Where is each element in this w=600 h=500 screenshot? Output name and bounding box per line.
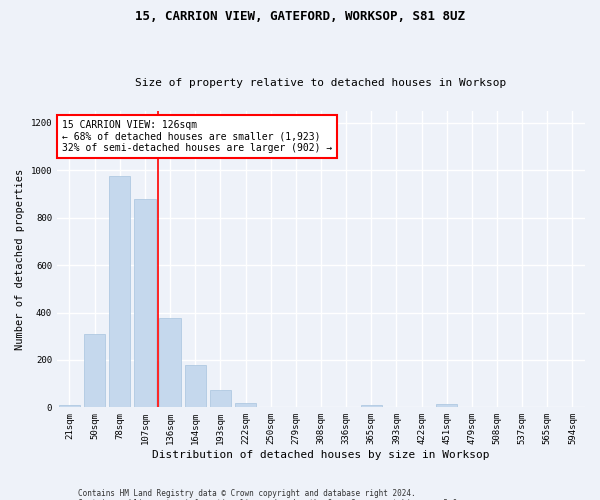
Bar	[235, 403, 256, 407]
Y-axis label: Number of detached properties: Number of detached properties	[15, 168, 25, 350]
Bar	[134, 198, 155, 408]
Bar	[84, 334, 106, 407]
Text: Contains HM Land Registry data © Crown copyright and database right 2024.: Contains HM Land Registry data © Crown c…	[78, 488, 416, 498]
Bar	[109, 176, 130, 408]
Text: 15, CARRION VIEW, GATEFORD, WORKSOP, S81 8UZ: 15, CARRION VIEW, GATEFORD, WORKSOP, S81…	[135, 10, 465, 23]
X-axis label: Distribution of detached houses by size in Worksop: Distribution of detached houses by size …	[152, 450, 490, 460]
Bar	[436, 404, 457, 407]
Bar	[185, 365, 206, 408]
Bar	[209, 390, 231, 407]
Bar	[59, 405, 80, 407]
Title: Size of property relative to detached houses in Worksop: Size of property relative to detached ho…	[136, 78, 506, 88]
Bar	[160, 318, 181, 408]
Bar	[361, 405, 382, 407]
Text: Contains public sector information licensed under the Open Government Licence v3: Contains public sector information licen…	[78, 498, 462, 500]
Text: 15 CARRION VIEW: 126sqm
← 68% of detached houses are smaller (1,923)
32% of semi: 15 CARRION VIEW: 126sqm ← 68% of detache…	[62, 120, 332, 153]
